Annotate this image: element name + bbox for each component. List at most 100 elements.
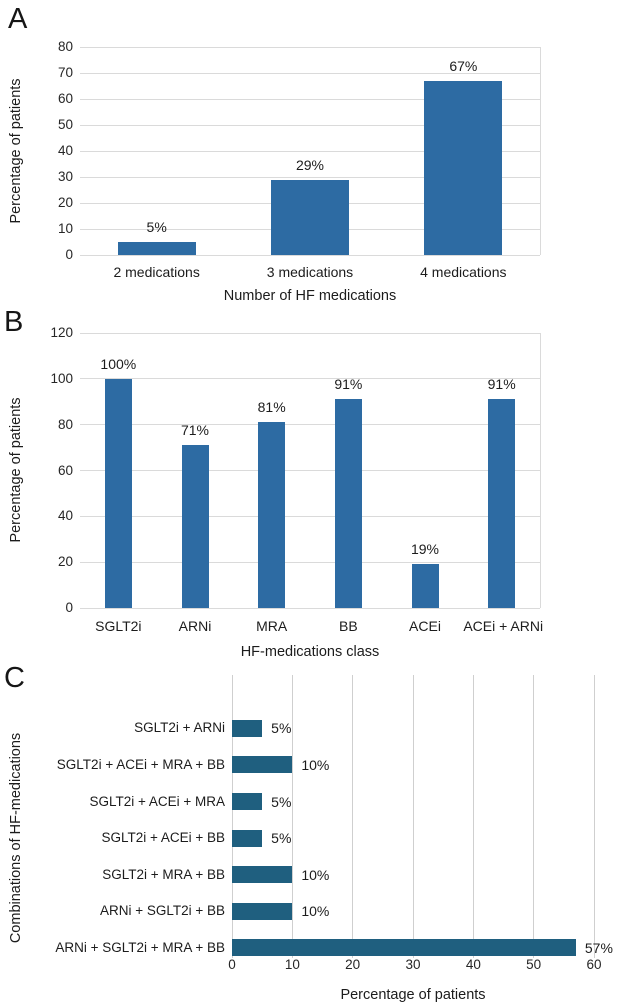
bar <box>334 399 362 608</box>
y-tick-label: 0 <box>65 247 73 262</box>
bar <box>181 445 209 608</box>
value-label: 57% <box>584 939 613 956</box>
y-tick-label: 70 <box>57 65 73 80</box>
panel-c-combinations-of-hf-medications: C Combinations of HF-medications 0 10 20 30… <box>0 660 626 1008</box>
value-label: 19% <box>410 541 440 558</box>
bar <box>411 564 439 608</box>
y-tick-label: 100 <box>50 370 73 386</box>
value-label: 10% <box>301 903 330 920</box>
category-label: SGLT2i + ARNi <box>134 720 225 736</box>
gridline <box>80 332 540 334</box>
y-tick-label: 10 <box>57 221 73 236</box>
bar <box>232 756 293 774</box>
x-tick-label: 30 <box>405 957 421 972</box>
bar <box>424 80 503 255</box>
value-label: 5% <box>271 830 292 847</box>
bar <box>232 939 576 957</box>
gridline <box>80 424 540 426</box>
y-tick-label: 20 <box>57 195 73 210</box>
value-label: 5% <box>146 219 167 235</box>
bar <box>271 179 349 255</box>
panel-c-x-axis-title: Percentage of patients <box>340 987 486 1003</box>
bar <box>232 719 263 737</box>
panel-a-number-of-hf-medications: A Percentage of patients 0 10 20 30 40 50 60 70… <box>0 0 626 310</box>
category-label: SGLT2i + ACEi + MRA <box>89 793 225 809</box>
value-label: 81% <box>257 399 286 416</box>
category-label: 4 medications <box>420 264 507 280</box>
category-label: SGLT2i + ACEi + BB <box>101 830 225 846</box>
panel-c-chart-area: 0 10 20 30 40 50 60 SGLT2i + ARNi 5% SGLT2i + ACE… <box>0 660 626 1008</box>
gridline <box>472 675 474 958</box>
value-label: 67% <box>449 57 478 74</box>
y-tick-label: 40 <box>57 143 73 158</box>
y-tick-label: 120 <box>50 325 73 340</box>
gridline <box>352 675 354 958</box>
category-label: ARNi + SGLT2i + BB <box>99 903 225 919</box>
category-label: ACEi + ARNi <box>463 618 544 634</box>
x-tick-label: 20 <box>345 957 361 972</box>
gridline <box>80 561 540 563</box>
gridline <box>80 98 540 100</box>
value-label: 5% <box>271 793 292 810</box>
bar <box>488 399 516 608</box>
x-tick-label: 40 <box>465 957 481 972</box>
value-label: 100% <box>100 355 137 372</box>
y-tick-label: 80 <box>57 416 73 432</box>
panel-a-chart-area: 0 10 20 30 40 50 60 70 80 5% 2 medications 29% 3 med… <box>0 0 626 310</box>
bar <box>232 902 293 920</box>
gridline <box>80 607 540 609</box>
category-label: MRA <box>256 618 288 634</box>
bar <box>232 866 293 884</box>
category-label: 3 medications <box>266 264 354 280</box>
gridline <box>80 176 540 178</box>
x-tick-label: 60 <box>586 957 602 972</box>
gridline <box>80 254 540 256</box>
gridline <box>412 675 414 958</box>
y-tick-label: 40 <box>57 508 73 524</box>
gridline <box>80 470 540 471</box>
y-tick-label: 50 <box>57 117 73 132</box>
bar <box>232 829 263 847</box>
category-label: ARNi <box>178 618 212 634</box>
bar <box>117 242 196 255</box>
y-tick-label: 20 <box>57 554 73 570</box>
panel-a-x-axis-title: Number of HF medications <box>223 288 397 304</box>
category-label: ARNi + SGLT2i + MRA + BB <box>55 939 225 955</box>
value-label: 91% <box>334 376 363 393</box>
value-label: 10% <box>301 866 330 883</box>
panel-b-letter: B <box>4 306 24 338</box>
plot-right-border <box>539 47 541 255</box>
x-tick-label: 0 <box>228 957 236 972</box>
gridline <box>291 675 293 958</box>
panel-a-letter: A <box>8 3 28 35</box>
gridline <box>80 515 540 517</box>
value-label: 5% <box>271 720 292 737</box>
bar <box>258 422 286 608</box>
category-label: ACEi <box>409 618 441 634</box>
plot-right-border <box>539 333 541 608</box>
panel-b-chart-area: 0 20 40 60 80 100 120 100% SGLT2i 71% ARNi 81% MRA 91… <box>0 310 626 660</box>
bar <box>232 793 263 810</box>
y-tick-label: 80 <box>57 39 73 54</box>
gridline <box>80 124 540 126</box>
value-label: 29% <box>295 156 325 173</box>
category-label: BB <box>338 618 358 634</box>
gridline <box>231 675 233 958</box>
value-label: 91% <box>487 376 516 393</box>
value-label: 71% <box>180 422 210 439</box>
gridline <box>80 46 540 48</box>
gridline <box>80 150 540 152</box>
y-tick-label: 60 <box>57 91 73 106</box>
panel-b-hf-medications-class: B Percentage of patients 0 20 40 60 80 100 120… <box>0 306 626 661</box>
gridline <box>593 675 595 958</box>
category-label: SGLT2i + MRA + BB <box>102 866 225 882</box>
bar <box>104 378 132 608</box>
y-tick-label: 0 <box>65 600 73 615</box>
gridline <box>80 378 540 380</box>
category-label: SGLT2i <box>95 618 142 634</box>
gridline <box>80 72 540 74</box>
panel-b-x-axis-title: HF-medications class <box>240 644 380 660</box>
gridline <box>533 675 535 958</box>
y-tick-label: 60 <box>57 462 73 478</box>
